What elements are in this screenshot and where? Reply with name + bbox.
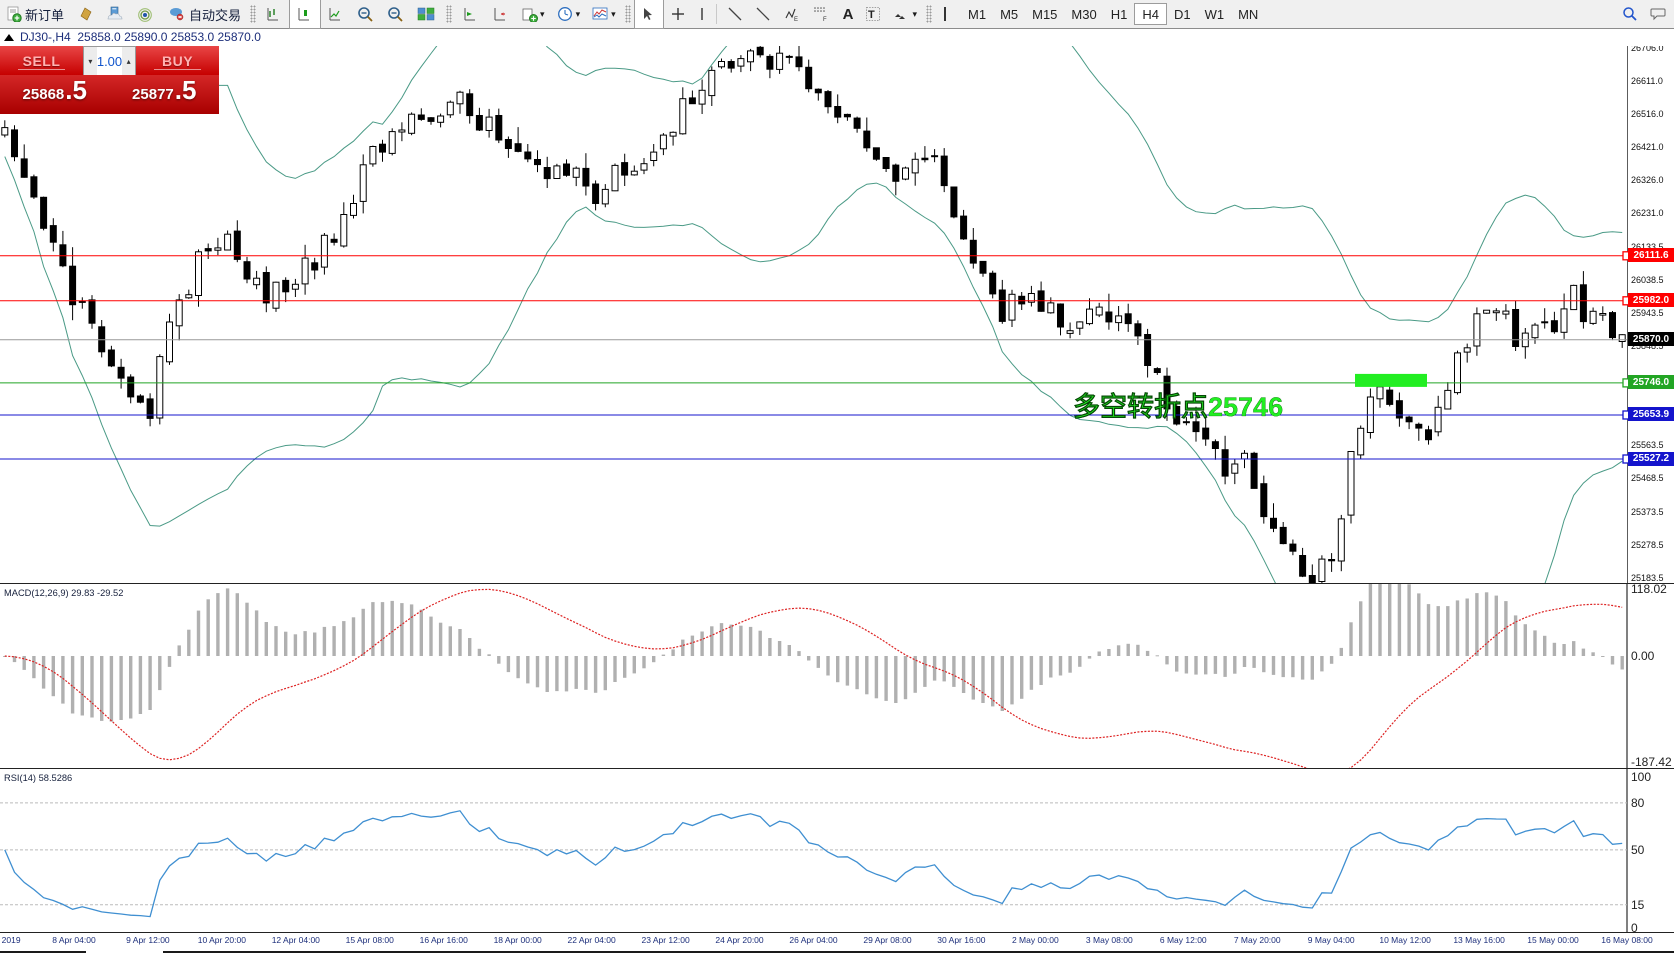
svg-text:MACD(12,26,9) 29.83 -29.52: MACD(12,26,9) 29.83 -29.52 xyxy=(4,588,123,598)
svg-text:多空转折点25746: 多空转折点25746 xyxy=(1073,391,1283,422)
svg-text:F: F xyxy=(823,17,827,22)
svg-text:E: E xyxy=(794,17,798,22)
svg-text:T: T xyxy=(868,9,875,21)
svg-text:RSI(14) 58.5286: RSI(14) 58.5286 xyxy=(4,773,72,783)
